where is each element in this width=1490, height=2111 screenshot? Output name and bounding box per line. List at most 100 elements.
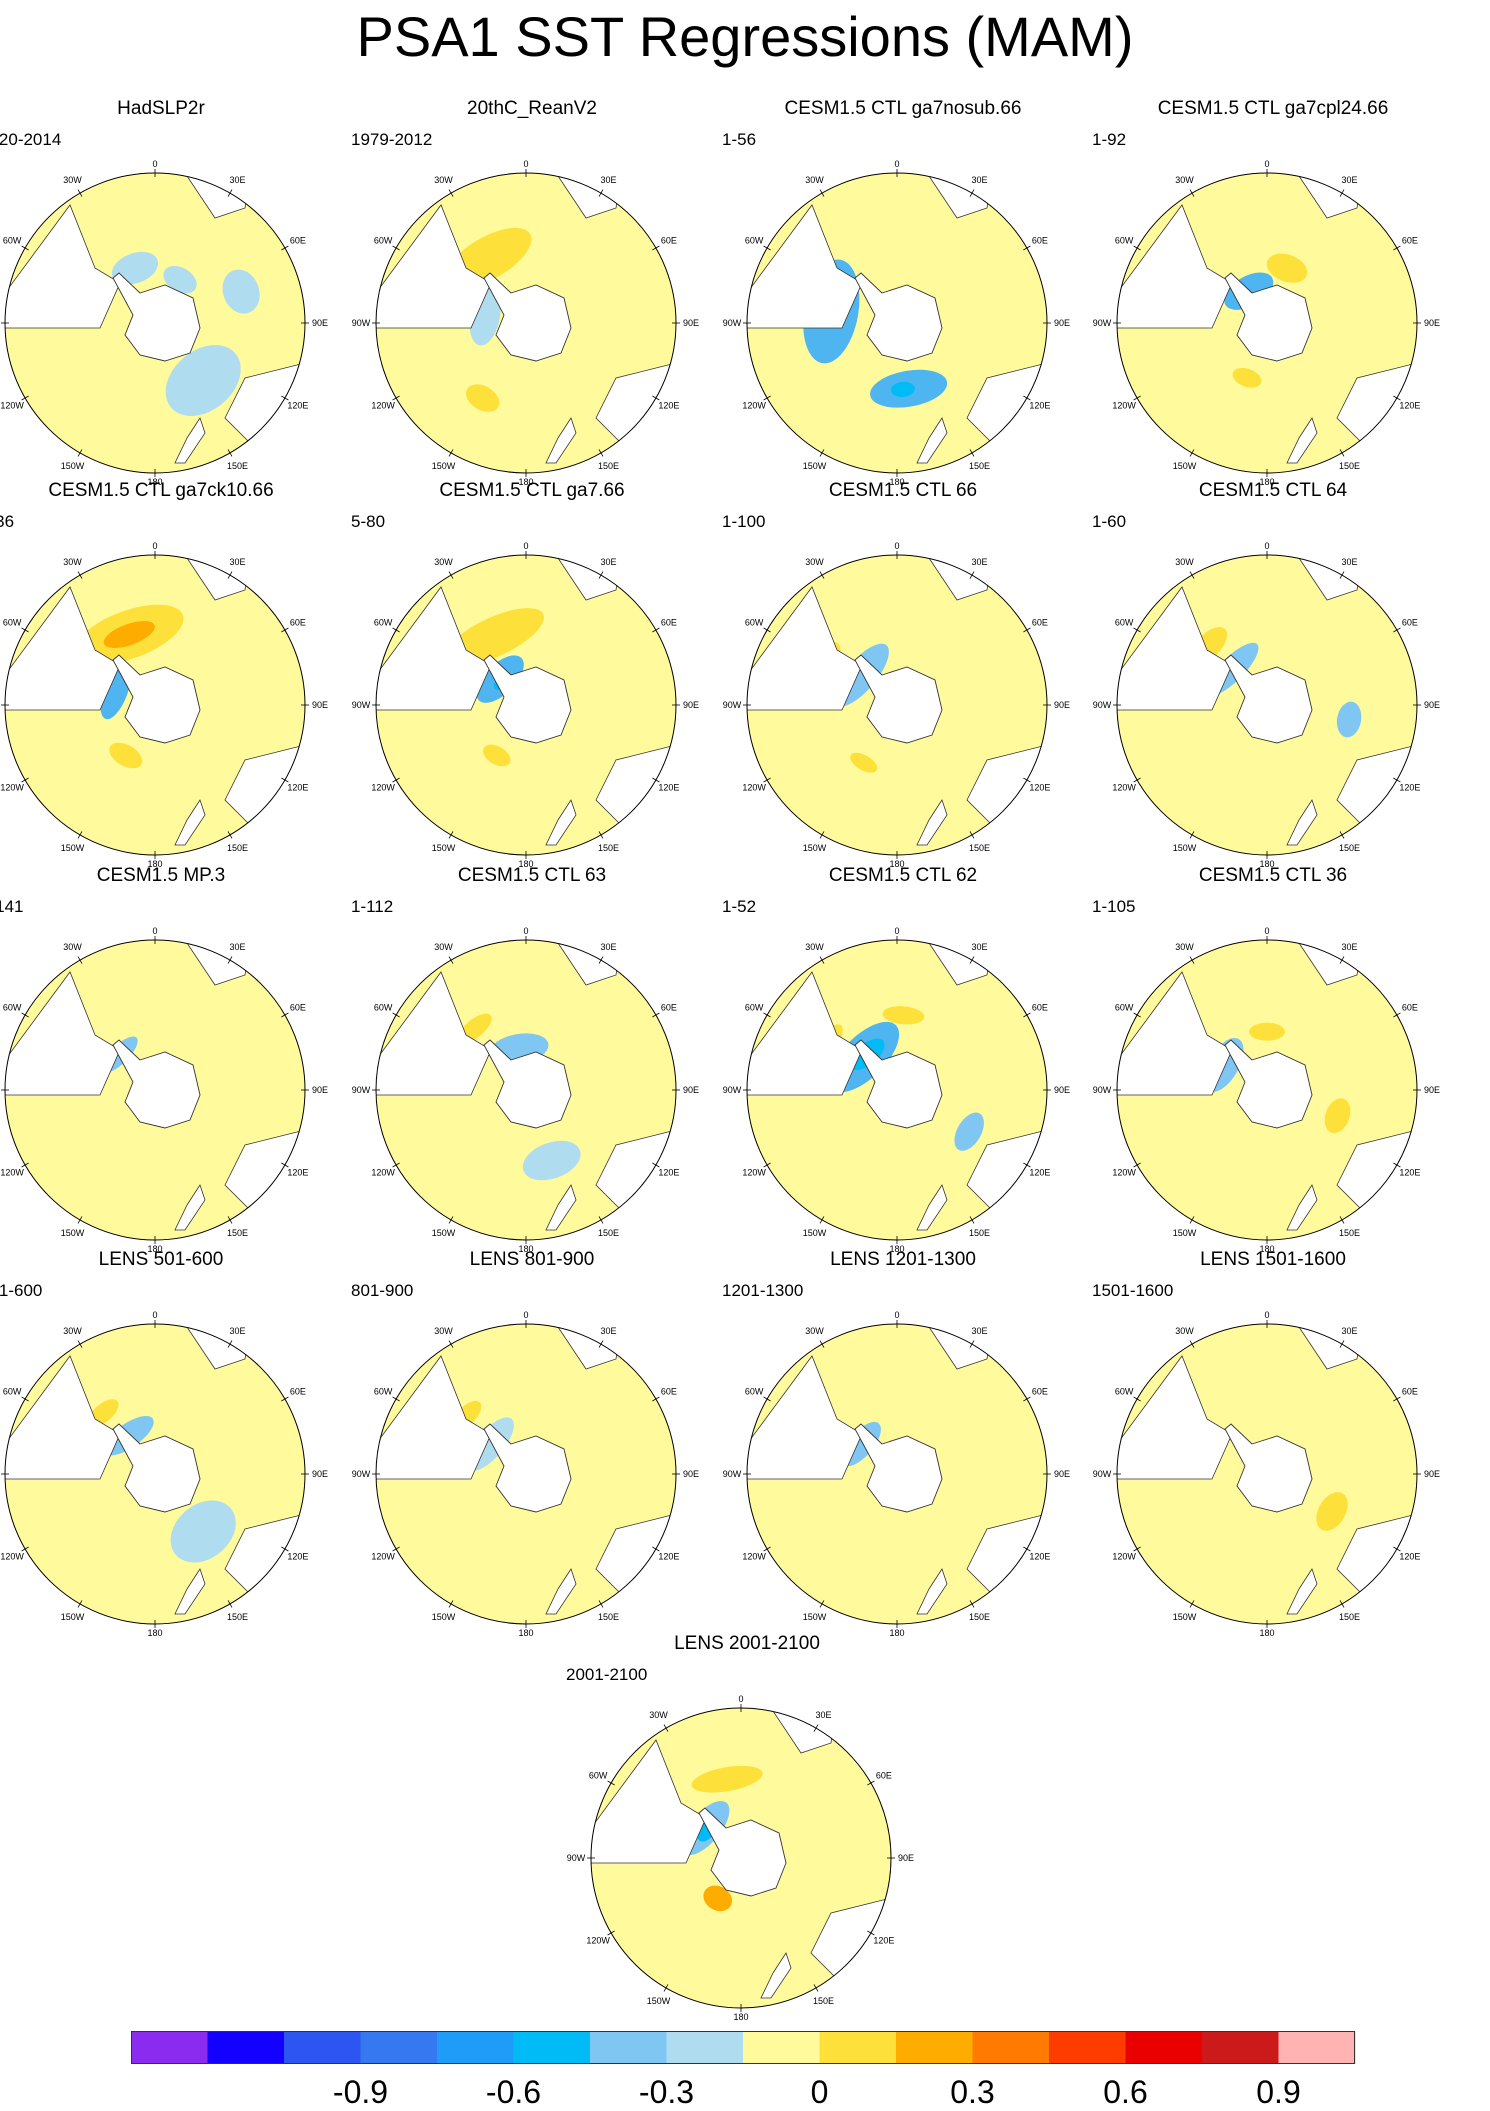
longitude-label: 150W xyxy=(61,461,85,471)
longitude-tick xyxy=(281,245,289,251)
colorbar-swatch xyxy=(437,2031,514,2064)
longitude-label: 180 xyxy=(518,859,533,869)
longitude-label: 180 xyxy=(889,477,904,487)
longitude-tick xyxy=(598,449,604,457)
colorbar-tick-label: 0.6 xyxy=(1103,2074,1147,2110)
panel-period: 1-141 xyxy=(0,897,24,916)
longitude-label: 150E xyxy=(227,461,248,471)
longitude-label: 0 xyxy=(1264,541,1269,551)
panel-title: CESM1.5 CTL 66 xyxy=(828,480,978,501)
regression-contour xyxy=(522,1140,581,1181)
longitude-tick xyxy=(1133,1396,1141,1402)
panel-title: CESM1.5 CTL 64 xyxy=(1198,480,1348,501)
longitude-label: 90E xyxy=(1054,1085,1070,1095)
map-panel: LENS 2001-2100 0 30E 60E 90E 120E 150E 180 150W 1… xyxy=(561,1633,921,2023)
longitude-tick xyxy=(1023,1546,1031,1552)
panel-title: 20thC_ReanV2 xyxy=(467,98,597,119)
longitude-label: 30E xyxy=(1341,557,1357,567)
longitude-tick xyxy=(392,1396,400,1402)
longitude-tick xyxy=(819,831,825,839)
longitude-label: 120E xyxy=(658,401,679,411)
longitude-tick xyxy=(1133,1012,1141,1018)
longitude-label: 120W xyxy=(371,783,395,793)
longitude-label: 120W xyxy=(1112,783,1136,793)
longitude-label: 180 xyxy=(518,1244,533,1254)
longitude-tick xyxy=(448,1216,454,1224)
longitude-label: 90W xyxy=(1093,1085,1112,1095)
longitude-label: 30W xyxy=(63,1326,82,1336)
panel-period: 501-600 xyxy=(0,1281,43,1300)
longitude-label: 30W xyxy=(63,942,82,952)
antarctica-landmass xyxy=(698,1807,787,1897)
longitude-tick xyxy=(1133,1162,1141,1168)
longitude-tick xyxy=(652,1162,660,1168)
longitude-tick xyxy=(763,395,771,401)
longitude-label: 90W xyxy=(723,318,742,328)
panel-period: 1979-2012 xyxy=(351,130,433,149)
longitude-label: 120E xyxy=(1029,401,1050,411)
new-zealand-landmass xyxy=(174,1568,206,1615)
longitude-tick xyxy=(1189,1216,1195,1224)
longitude-label: 30W xyxy=(649,1710,668,1720)
longitude-tick xyxy=(392,245,400,251)
panel-title: CESM1.5 CTL ga7.66 xyxy=(439,480,625,501)
longitude-tick xyxy=(227,1600,233,1608)
colorbar-swatch xyxy=(1049,2031,1126,2064)
longitude-tick xyxy=(1133,1546,1141,1552)
longitude-tick xyxy=(227,449,233,457)
longitude-tick xyxy=(819,571,825,579)
longitude-tick xyxy=(819,189,825,197)
longitude-label: 60E xyxy=(290,618,306,628)
longitude-tick xyxy=(598,571,604,579)
longitude-label: 150W xyxy=(803,461,827,471)
longitude-tick xyxy=(448,956,454,964)
longitude-label: 90W xyxy=(723,1085,742,1095)
panel-title: LENS 1501-1600 xyxy=(1200,1249,1346,1270)
longitude-tick xyxy=(21,777,29,783)
colorbar-swatch xyxy=(896,2031,973,2064)
longitude-label: 120E xyxy=(658,1168,679,1178)
longitude-tick xyxy=(392,1012,400,1018)
longitude-label: 30W xyxy=(434,942,453,952)
new-zealand-landmass xyxy=(1286,1184,1318,1231)
longitude-tick xyxy=(813,1984,819,1992)
longitude-label: 90E xyxy=(1054,1469,1070,1479)
longitude-label: 60W xyxy=(745,618,764,628)
longitude-label: 0 xyxy=(894,1310,899,1320)
map-panel: CESM1.5 CTL ga7cpl24.66 0 30E 60E 90E 120E 150… xyxy=(1087,98,1447,488)
colorbar-swatch xyxy=(1202,2031,1279,2064)
longitude-tick xyxy=(448,571,454,579)
colorbar-swatch xyxy=(743,2031,820,2064)
longitude-tick xyxy=(1133,395,1141,401)
longitude-tick xyxy=(77,956,83,964)
longitude-tick xyxy=(448,831,454,839)
longitude-tick xyxy=(1393,1162,1401,1168)
panel-title: CESM1.5 CTL 63 xyxy=(457,865,607,886)
longitude-label: 120W xyxy=(0,783,24,793)
colorbar-swatch xyxy=(513,2031,591,2064)
longitude-tick xyxy=(1133,777,1141,783)
regression-contour xyxy=(163,265,197,294)
longitude-label: 90W xyxy=(723,700,742,710)
panel-title: LENS 801-900 xyxy=(469,1249,595,1270)
panel-title: HadSLP2r xyxy=(117,98,205,119)
longitude-tick xyxy=(227,1340,233,1348)
longitude-label: 90E xyxy=(312,318,328,328)
longitude-label: 0 xyxy=(152,926,157,936)
map-panel: CESM1.5 CTL ga7.66 0 30E 60E 90E 120E 150E 180 1… xyxy=(346,480,706,870)
longitude-tick xyxy=(1189,449,1195,457)
panel-period: 1-105 xyxy=(1092,897,1136,916)
longitude-label: 120E xyxy=(658,783,679,793)
panel-period: 801-900 xyxy=(351,1281,414,1300)
panel-period: 1-92 xyxy=(1092,130,1127,149)
longitude-tick xyxy=(652,1546,660,1552)
longitude-tick xyxy=(1133,245,1141,251)
longitude-label: 150E xyxy=(1339,1228,1360,1238)
longitude-label: 30E xyxy=(1341,942,1357,952)
longitude-label: 60W xyxy=(3,618,22,628)
longitude-label: 30W xyxy=(1175,175,1194,185)
